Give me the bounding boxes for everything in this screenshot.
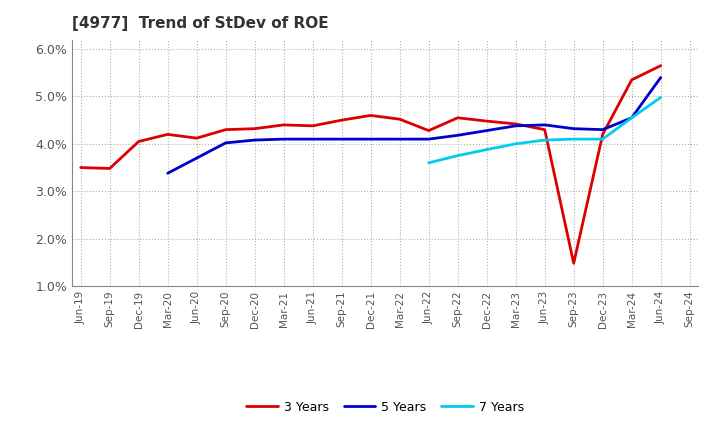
3 Years — [251, 126, 259, 131]
7 Years — [627, 115, 636, 121]
5 Years — [482, 128, 491, 133]
5 Years — [192, 155, 201, 161]
3 Years — [308, 123, 317, 128]
Legend: 3 Years, 5 Years, 7 Years: 3 Years, 5 Years, 7 Years — [241, 396, 529, 419]
5 Years — [627, 115, 636, 121]
7 Years — [511, 141, 520, 147]
3 Years — [366, 113, 375, 118]
3 Years — [482, 118, 491, 124]
3 Years — [135, 139, 143, 144]
3 Years — [511, 121, 520, 127]
Text: [4977]  Trend of StDev of ROE: [4977] Trend of StDev of ROE — [72, 16, 328, 32]
5 Years — [657, 75, 665, 80]
7 Years — [657, 95, 665, 100]
3 Years — [279, 122, 288, 128]
5 Years — [338, 136, 346, 142]
5 Years — [511, 123, 520, 128]
3 Years — [657, 63, 665, 68]
5 Years — [424, 136, 433, 142]
5 Years — [221, 140, 230, 146]
3 Years — [541, 127, 549, 132]
5 Years — [163, 171, 172, 176]
3 Years — [76, 165, 85, 170]
Line: 5 Years: 5 Years — [168, 77, 661, 173]
3 Years — [570, 260, 578, 266]
3 Years — [192, 136, 201, 141]
3 Years — [163, 132, 172, 137]
5 Years — [366, 136, 375, 142]
3 Years — [454, 115, 462, 121]
5 Years — [395, 136, 404, 142]
3 Years — [338, 117, 346, 123]
3 Years — [598, 132, 607, 137]
3 Years — [105, 166, 114, 171]
7 Years — [598, 136, 607, 142]
5 Years — [598, 127, 607, 132]
3 Years — [221, 127, 230, 132]
5 Years — [454, 133, 462, 138]
3 Years — [627, 77, 636, 83]
3 Years — [395, 117, 404, 122]
5 Years — [308, 136, 317, 142]
7 Years — [541, 137, 549, 143]
7 Years — [570, 136, 578, 142]
5 Years — [279, 136, 288, 142]
7 Years — [454, 153, 462, 158]
5 Years — [541, 122, 549, 128]
3 Years — [424, 128, 433, 133]
Line: 3 Years: 3 Years — [81, 66, 661, 263]
5 Years — [251, 137, 259, 143]
7 Years — [482, 147, 491, 152]
5 Years — [570, 126, 578, 131]
Line: 7 Years: 7 Years — [428, 97, 661, 163]
7 Years — [424, 160, 433, 165]
